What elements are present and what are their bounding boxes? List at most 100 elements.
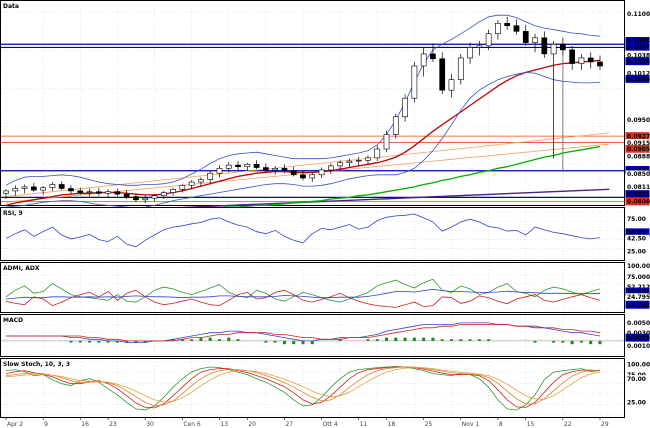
macd-histogram-bar — [440, 339, 444, 341]
rsi-panel-title: RSI, 9 — [3, 210, 23, 217]
price-label: 0.0915 — [627, 140, 650, 147]
price-label: 42.50 — [627, 235, 646, 242]
macd-histogram-bar — [301, 340, 305, 345]
macd-histogram-bar — [459, 339, 463, 341]
candle-body — [95, 191, 102, 194]
x-axis: Apr 2 9 16 23 30 Cen 6 13 20 27 Ott 4 11 18 25 Nov 1 8… — [5, 417, 609, 428]
x-tick-label: 16 — [81, 421, 89, 428]
price-label: 25.00 — [627, 400, 646, 407]
macd-histogram-bar — [134, 340, 138, 343]
price-label-bg — [626, 375, 649, 383]
candle-body — [439, 58, 446, 91]
candle-body — [151, 195, 158, 199]
macd-histogram-bar — [366, 339, 370, 341]
candle-body — [272, 168, 279, 171]
candle-body — [114, 191, 121, 195]
price-label: 0.1100 — [627, 11, 650, 18]
candle-body — [21, 186, 28, 189]
price-label: 0.1057 — [627, 44, 650, 51]
price-label: 0.0811 — [627, 191, 650, 198]
candle-body — [58, 184, 65, 189]
price-label: 0.1026 — [627, 58, 650, 65]
price-label: 75.00 — [627, 216, 646, 223]
candle-body — [420, 53, 427, 67]
price-label-bg — [626, 183, 649, 191]
macd-histogram-bar — [273, 340, 277, 343]
candle-body — [300, 174, 306, 179]
price-label: 70.00 — [627, 376, 646, 383]
x-tick-label: Apr 2 — [7, 421, 23, 428]
price-label: 75.0000 — [627, 274, 650, 281]
price-label-bg — [626, 361, 649, 369]
candle-body — [550, 43, 557, 55]
price-label-bg — [626, 293, 649, 301]
macd-histogram-bar — [236, 339, 240, 341]
candle-body — [235, 164, 241, 168]
candle-body — [467, 47, 473, 59]
price-label-bg — [626, 273, 649, 281]
adx-panel-frame — [0, 262, 625, 313]
macd-histogram-bar — [227, 337, 231, 341]
candle-body — [86, 191, 93, 193]
price-label: 0.0800 — [627, 199, 650, 206]
price-label-bg — [626, 10, 649, 18]
price-label-bg — [625, 57, 650, 66]
adx-panel-content: 100.0000 75.0000 52.212137.431624.795614.7… — [1, 262, 650, 311]
candle-body — [327, 165, 334, 171]
price-label-bg — [626, 342, 649, 350]
price-label-bg — [625, 145, 650, 154]
candle-body — [263, 167, 269, 171]
candle-body — [597, 61, 603, 67]
price-label: 100.0000 — [627, 263, 650, 270]
macd-histogram-bar — [97, 340, 101, 343]
trend-line — [5, 132, 610, 197]
price-label-bg — [626, 283, 649, 291]
x-tick-label: 23 — [109, 421, 117, 428]
price-label-bg — [626, 319, 649, 327]
macd-histogram-bar — [552, 340, 556, 343]
macd-histogram-bar — [375, 339, 379, 341]
series-line-4-0 — [5, 366, 601, 411]
macd-histogram-bar — [78, 340, 82, 343]
candle-body — [253, 164, 260, 168]
candle-body — [30, 186, 37, 191]
candle-body — [179, 184, 186, 190]
price-label-bg — [626, 247, 649, 255]
macd-panel-frame — [0, 314, 625, 357]
x-tick-label: 25 — [425, 421, 433, 428]
macd-histogram-bar — [385, 337, 389, 341]
macd-histogram-bar — [468, 339, 472, 341]
candle-body — [3, 190, 9, 194]
macd-histogram-bar — [292, 340, 296, 345]
macd-panel-title: MACD — [3, 317, 23, 324]
macd-histogram-bar — [180, 339, 184, 341]
macd-histogram-bar — [403, 337, 407, 341]
candle-body — [123, 193, 130, 197]
candle-body — [105, 191, 111, 194]
price-label: 24.7956 — [627, 294, 650, 301]
macd-histogram-bar — [561, 340, 565, 343]
macd-histogram-bar — [115, 340, 119, 343]
adx-panel-title: ADMI, ADX — [3, 265, 40, 272]
candle-body — [522, 31, 529, 43]
price-label: 0.0950 — [627, 117, 650, 124]
price-label-bg — [625, 333, 650, 342]
macd-histogram-bar — [69, 340, 73, 343]
macd-histogram-bar — [338, 339, 342, 341]
candle-body — [392, 116, 399, 135]
price-label: 0.1065 — [627, 38, 650, 45]
candle-body — [457, 57, 464, 80]
price-label: 0.0811 — [627, 184, 650, 191]
candle-body — [365, 157, 371, 161]
price-label: 0.0030 — [627, 330, 650, 337]
candle-body — [541, 37, 548, 55]
candle-body — [12, 188, 19, 192]
price-label-bg — [626, 152, 649, 160]
x-tick-label: Cen 6 — [183, 421, 201, 428]
price-label: 0.1038 — [627, 53, 650, 60]
x-tick-label: 15 — [527, 421, 535, 428]
